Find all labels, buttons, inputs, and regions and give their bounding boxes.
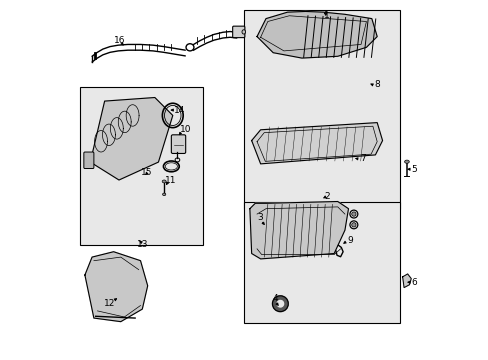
Text: 12: 12: [104, 299, 116, 308]
Polygon shape: [85, 252, 147, 321]
FancyBboxPatch shape: [171, 135, 185, 153]
Ellipse shape: [162, 180, 166, 183]
Ellipse shape: [162, 193, 165, 195]
Text: 1: 1: [324, 10, 329, 19]
Bar: [80, 87, 203, 244]
Bar: [244, 10, 400, 209]
Text: 15: 15: [141, 168, 152, 177]
Text: 11: 11: [165, 176, 176, 185]
Ellipse shape: [242, 30, 245, 34]
Ellipse shape: [351, 212, 355, 216]
Polygon shape: [249, 202, 348, 259]
Text: 3: 3: [257, 213, 263, 222]
Text: 5: 5: [410, 165, 416, 174]
Text: 2: 2: [324, 192, 329, 201]
Text: 10: 10: [179, 125, 191, 134]
FancyBboxPatch shape: [232, 26, 244, 38]
Polygon shape: [402, 274, 410, 288]
Text: 14: 14: [173, 105, 184, 114]
Text: 8: 8: [373, 81, 379, 90]
FancyBboxPatch shape: [83, 152, 94, 168]
Text: 16: 16: [114, 36, 125, 45]
Polygon shape: [251, 123, 382, 164]
Polygon shape: [90, 98, 172, 180]
Text: 9: 9: [346, 237, 352, 246]
Ellipse shape: [404, 160, 408, 163]
Text: 4: 4: [272, 294, 277, 303]
Text: 6: 6: [410, 278, 416, 287]
Polygon shape: [257, 12, 376, 58]
Ellipse shape: [351, 223, 355, 227]
Bar: [244, 202, 400, 323]
Text: 13: 13: [136, 240, 148, 249]
Text: 7: 7: [359, 154, 365, 163]
